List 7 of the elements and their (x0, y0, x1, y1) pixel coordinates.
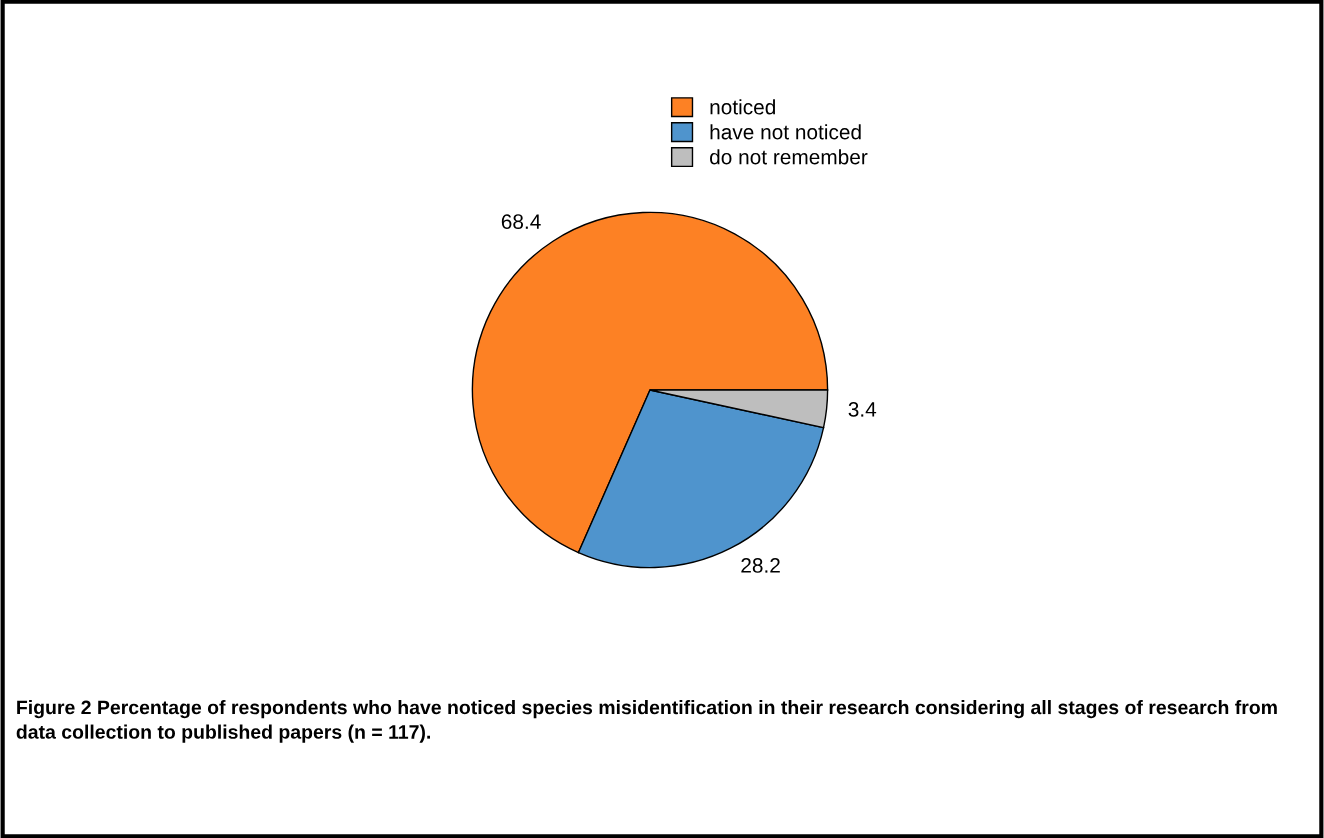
legend-label: have not noticed (710, 124, 861, 140)
data-label: 28.2 (741, 558, 780, 573)
caption: Figure 2 Percentage of respondents who have noticed species misidentification in their research considering all stages of research from data collection to published papers (n = 117). (16, 700, 1277, 743)
data-label: 68.4 (501, 214, 541, 229)
legend-label: do not remember (710, 149, 868, 165)
legend-label: noticed (710, 99, 775, 115)
data-label: 3.4 (848, 402, 877, 417)
